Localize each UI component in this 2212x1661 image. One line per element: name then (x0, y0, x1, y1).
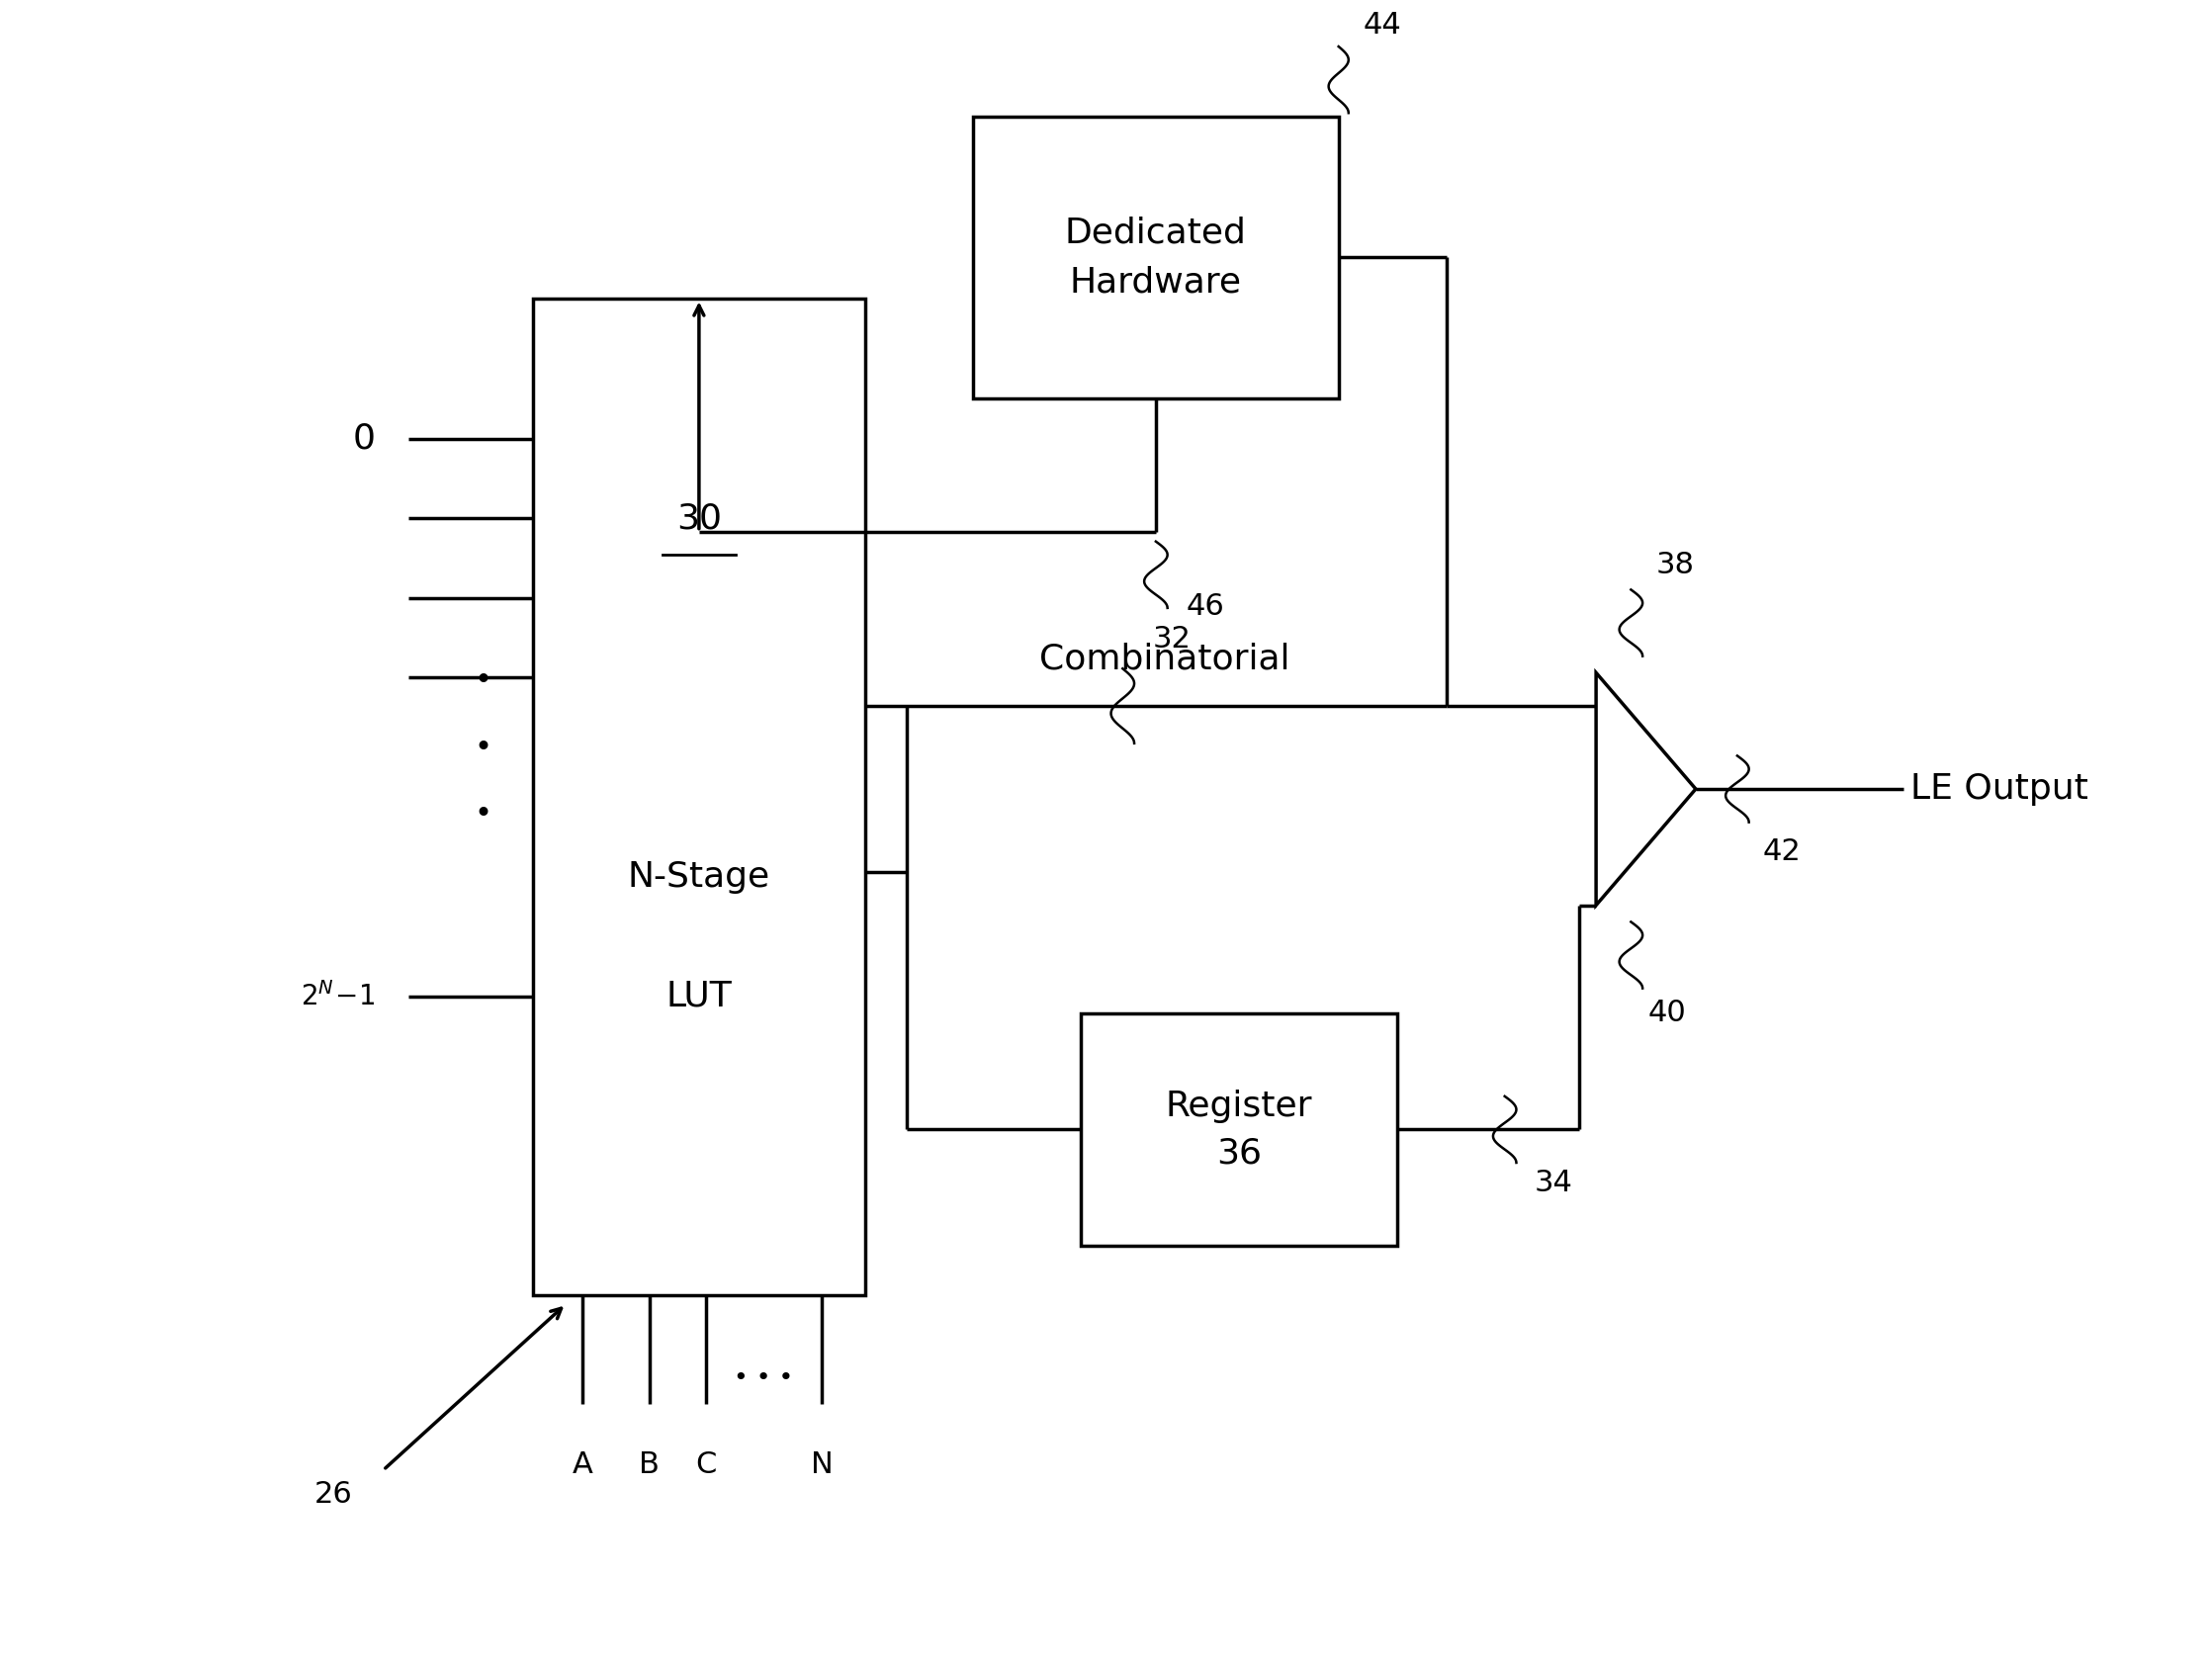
Text: 40: 40 (1648, 998, 1686, 1028)
Text: 42: 42 (1763, 837, 1801, 867)
Bar (533, 299, 865, 1296)
Text: LE Output: LE Output (1909, 772, 2088, 806)
Text: Combinatorial: Combinatorial (1040, 643, 1290, 676)
Text: •: • (473, 666, 491, 696)
Text: Register
36: Register 36 (1166, 1090, 1312, 1169)
Text: N: N (810, 1450, 834, 1478)
Text: 32: 32 (1152, 625, 1190, 654)
Text: 0: 0 (352, 422, 376, 455)
Bar (1082, 1013, 1396, 1246)
Text: 26: 26 (314, 1480, 352, 1510)
Text: 46: 46 (1186, 591, 1223, 621)
Text: 34: 34 (1535, 1168, 1573, 1198)
Text: 38: 38 (1657, 550, 1694, 580)
Text: N-Stage: N-Stage (628, 860, 770, 894)
Text: A: A (573, 1450, 593, 1478)
Text: LUT: LUT (666, 980, 732, 1013)
Text: 44: 44 (1363, 10, 1402, 40)
Text: •: • (473, 733, 491, 762)
Text: 30: 30 (677, 502, 721, 535)
Text: •: • (473, 799, 491, 829)
Text: $2^N\!-\!1$: $2^N\!-\!1$ (301, 982, 376, 1012)
Text: B: B (639, 1450, 659, 1478)
Bar (973, 116, 1338, 399)
Text: • • •: • • • (734, 1367, 794, 1390)
Text: C: C (695, 1450, 717, 1478)
Text: Dedicated
Hardware: Dedicated Hardware (1064, 216, 1248, 299)
